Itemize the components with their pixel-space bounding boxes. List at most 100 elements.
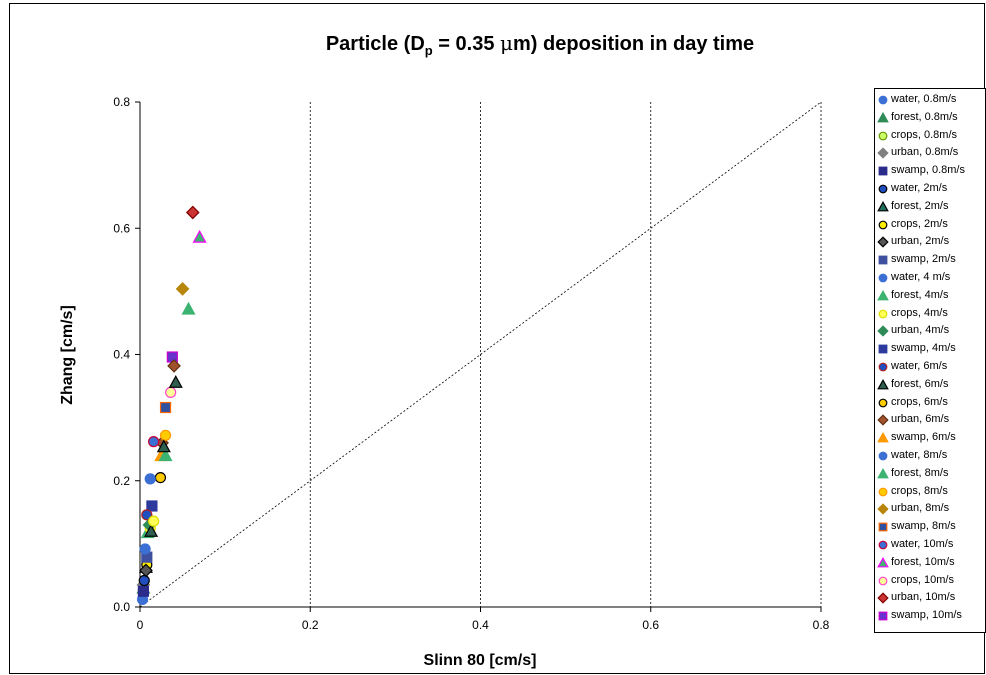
legend-marker-shape [877, 432, 889, 443]
legend-marker-shape [877, 556, 889, 568]
legend-marker-shape [878, 487, 888, 496]
data-point [165, 386, 177, 398]
legend-marker-shape [878, 166, 888, 176]
data-point [168, 375, 183, 388]
legend-marker-shape [878, 522, 888, 532]
legend-marker [878, 166, 888, 176]
data-point [158, 448, 173, 462]
title-rest: = 0.35 [433, 33, 500, 55]
legend-label: water, 10m/s [891, 538, 954, 550]
data-point [181, 301, 196, 315]
legend-entry: forest, 0.8m/s [875, 109, 986, 127]
legend-entry: crops, 4m/s [875, 305, 986, 323]
legend-label: swamp, 10m/s [891, 609, 962, 622]
legend-marker [877, 414, 889, 427]
legend-label: crops, 0.8m/s [891, 128, 958, 141]
y-tick-label: 0.0 [113, 600, 130, 614]
legend-label: crops, 2m/s [891, 217, 948, 230]
legend-entry: urban, 0.8m/s [875, 144, 986, 162]
legend-marker [877, 236, 889, 249]
legend-marker [878, 255, 888, 265]
legend-entry: urban, 4m/s [875, 322, 986, 340]
legend-marker-shape [877, 200, 889, 212]
y-axis-label: Zhang [cm/s] [59, 305, 76, 405]
data-point [175, 282, 190, 296]
legend-entry: forest, 2m/s [875, 198, 986, 216]
legend-marker-shape [877, 467, 889, 479]
legend-marker-shape [877, 378, 889, 390]
legend-marker [878, 611, 888, 621]
legend-label: urban, 4m/s [891, 324, 950, 337]
legend-marker [878, 362, 888, 372]
legend-label: water, 0.8m/s [891, 93, 957, 105]
legend-marker [878, 131, 888, 140]
legend-entry: swamp, 8m/s [875, 518, 986, 536]
x-axis-label: Slinn 80 [cm/s] [424, 652, 537, 669]
legend-marker-shape [878, 131, 888, 140]
data-point [156, 439, 171, 453]
legend-entry: swamp, 6m/s [875, 429, 986, 447]
legend-marker-shape [878, 309, 888, 318]
legend-marker-shape [877, 503, 889, 516]
legend-label: crops, 4m/s [891, 306, 948, 319]
legend-entry: crops, 2m/s [875, 216, 986, 234]
legend-marker [877, 378, 889, 390]
legend-entry: swamp, 2m/s [875, 251, 986, 269]
legend-marker [878, 451, 888, 461]
legend-label: swamp, 6m/s [891, 431, 956, 444]
legend-label: water, 2m/s [891, 182, 948, 194]
legend-label: urban, 2m/s [891, 235, 950, 248]
legend-entry: water, 6m/s [875, 358, 986, 376]
legend-entry: urban, 6m/s [875, 411, 986, 429]
plot-area: 0 0.2 0.4 0.6 0.8 0.0 0.2 0.4 0.6 0.8 [113, 95, 829, 632]
legend: water, 0.8m/s forest, 0.8m/s crops, 0.8m/s… [874, 88, 986, 633]
legend-marker-shape [878, 273, 888, 283]
legend-entry: water, 0.8m/s [875, 91, 986, 109]
legend-marker [878, 522, 888, 532]
data-point [159, 401, 172, 414]
legend-marker-shape [877, 414, 889, 427]
legend-marker [878, 273, 888, 283]
legend-entry: crops, 0.8m/s [875, 127, 986, 145]
data-point [185, 205, 200, 220]
legend-marker [877, 200, 889, 212]
legend-label: forest, 10m/s [891, 555, 955, 568]
legend-entry: water, 4 m/s [875, 269, 986, 287]
legend-marker [877, 556, 889, 568]
legend-marker-shape [877, 592, 889, 605]
legend-label: urban, 6m/s [891, 413, 950, 426]
legend-marker [878, 220, 888, 229]
legend-marker [878, 95, 888, 105]
legend-marker-shape [878, 95, 888, 105]
x-tick-label: 0.8 [813, 618, 830, 632]
legend-marker-shape [878, 220, 888, 229]
legend-label: urban, 0.8m/s [891, 146, 959, 159]
legend-marker-shape [878, 344, 888, 354]
legend-marker-shape [877, 111, 889, 123]
y-tick-label: 0.2 [113, 474, 130, 488]
legend-label: swamp, 2m/s [891, 253, 956, 266]
legend-marker [878, 540, 888, 550]
legend-label: swamp, 4m/s [891, 342, 956, 355]
x-tick-label: 0 [137, 618, 144, 632]
legend-marker [878, 576, 888, 585]
legend-marker-shape [877, 147, 889, 160]
legend-label: forest, 2m/s [891, 199, 949, 212]
legend-marker-shape [878, 362, 888, 372]
legend-entry: urban, 8m/s [875, 500, 986, 518]
chart-title: Particle (Dp = 0.35 μm) deposition in da… [326, 31, 754, 58]
legend-marker-shape [877, 236, 889, 249]
legend-entry: water, 2m/s [875, 180, 986, 198]
data-point [139, 563, 153, 578]
data-point [144, 473, 156, 485]
legend-entry: swamp, 0.8m/s [875, 162, 986, 180]
legend-entry: crops, 10m/s [875, 572, 986, 590]
legend-entry: swamp, 10m/s [875, 607, 986, 625]
legend-marker [877, 325, 889, 338]
legend-label: forest, 4m/s [891, 288, 949, 301]
data-point [138, 574, 150, 587]
legend-marker [878, 398, 888, 407]
legend-entry: water, 10m/s [875, 536, 986, 554]
legend-label: crops, 10m/s [891, 573, 954, 586]
